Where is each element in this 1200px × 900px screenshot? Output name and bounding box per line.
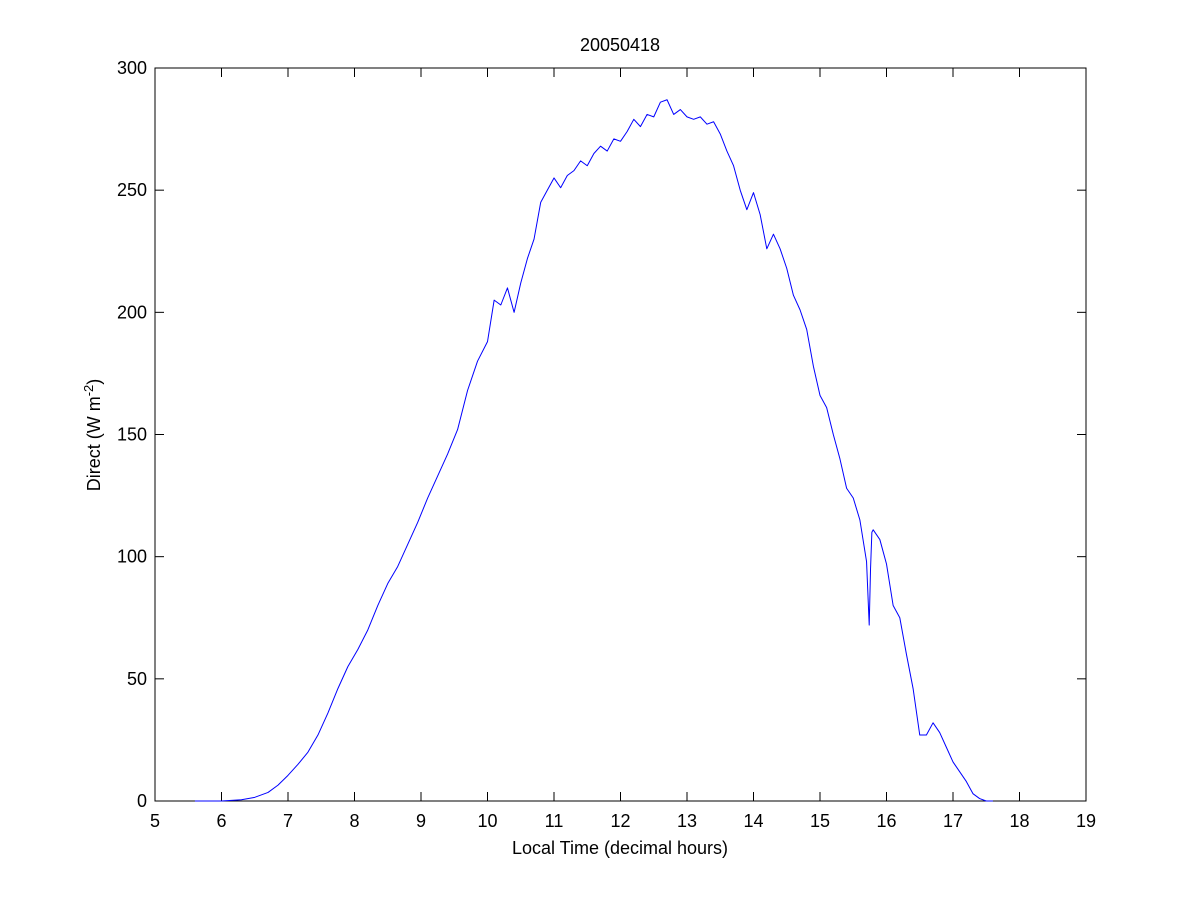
x-axis-label: Local Time (decimal hours)	[512, 838, 728, 858]
x-tick-label: 12	[610, 811, 630, 831]
y-tick-label: 50	[127, 669, 147, 689]
x-tick-label: 17	[943, 811, 963, 831]
x-tick-label: 13	[677, 811, 697, 831]
x-tick-label: 18	[1009, 811, 1029, 831]
y-axis-label-suffix: )	[84, 379, 104, 385]
direct-irradiance-line	[194, 99, 993, 802]
x-tick-label: 8	[349, 811, 359, 831]
y-tick-label: 100	[117, 547, 147, 567]
x-tick-label: 19	[1076, 811, 1096, 831]
y-axis-label-text: Direct (W m	[84, 396, 104, 491]
x-tick-label: 6	[216, 811, 226, 831]
x-tick-label: 9	[416, 811, 426, 831]
y-tick-label: 0	[137, 791, 147, 811]
x-tick-label: 16	[876, 811, 896, 831]
x-tick-label: 14	[743, 811, 763, 831]
chart-title: 20050418	[580, 35, 660, 55]
y-tick-label: 200	[117, 302, 147, 322]
y-axis-label: Direct (W m-2)	[81, 379, 104, 492]
y-tick-label: 150	[117, 425, 147, 445]
x-tick-label: 5	[150, 811, 160, 831]
plot-area: 5 6 7 8 9 10 11 12 13 14 15 16 17 18 19 0 50 100 150 200 250…	[117, 58, 1096, 831]
x-tick-label: 10	[477, 811, 497, 831]
x-tick-label: 7	[283, 811, 293, 831]
x-tick-label: 11	[545, 811, 564, 831]
x-tick-label: 15	[810, 811, 830, 831]
axes-box	[154, 67, 1087, 802]
y-tick-label: 250	[117, 180, 147, 200]
y-tick-label: 300	[117, 58, 147, 78]
y-axis-label-superscript: -2	[81, 385, 96, 397]
